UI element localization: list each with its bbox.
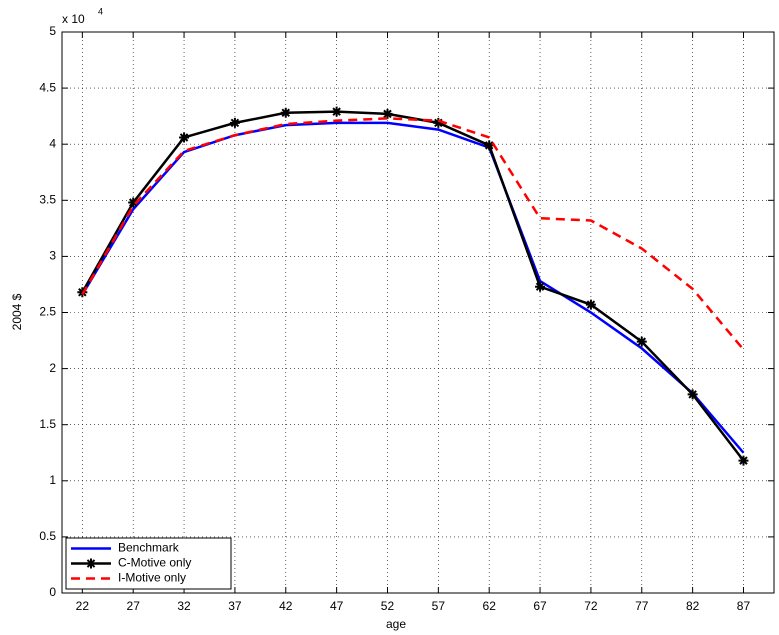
marker bbox=[433, 117, 444, 128]
legend-label: C-Motive only bbox=[118, 556, 191, 570]
x-tick-label: 37 bbox=[228, 599, 242, 613]
x-tick-label: 57 bbox=[432, 599, 446, 613]
y-tick-label: 5 bbox=[49, 24, 56, 38]
marker bbox=[179, 132, 190, 143]
x-tick-label: 62 bbox=[483, 599, 497, 613]
marker bbox=[687, 389, 698, 400]
x-tick-label: 42 bbox=[279, 599, 293, 613]
y-multiplier: x 10 bbox=[62, 12, 85, 26]
y-tick-label: 2 bbox=[49, 361, 56, 375]
y-tick-label: 3 bbox=[49, 249, 56, 263]
x-tick-label: 67 bbox=[533, 599, 547, 613]
marker bbox=[585, 299, 596, 310]
marker bbox=[535, 281, 546, 292]
legend-label: I-Motive only bbox=[118, 571, 186, 585]
y-tick-label: 4 bbox=[49, 136, 56, 150]
marker bbox=[280, 107, 291, 118]
y-axis-label: 2004 $ bbox=[10, 293, 24, 330]
axes-box bbox=[61, 31, 775, 594]
marker bbox=[636, 336, 647, 347]
x-tick-label: 87 bbox=[737, 599, 751, 613]
x-tick-label: 77 bbox=[635, 599, 649, 613]
marker bbox=[484, 140, 495, 151]
y-tick-label: 1 bbox=[49, 473, 56, 487]
marker bbox=[229, 117, 240, 128]
x-tick-label: 32 bbox=[177, 599, 191, 613]
y-tick-label: 0.5 bbox=[39, 529, 56, 543]
y-tick-label: 0 bbox=[49, 585, 56, 599]
legend-label: Benchmark bbox=[118, 541, 180, 555]
marker bbox=[128, 197, 139, 208]
y-tick-label: 4.5 bbox=[39, 80, 56, 94]
series-line bbox=[81, 117, 745, 351]
marker bbox=[331, 106, 342, 117]
x-tick-label: 72 bbox=[584, 599, 598, 613]
y-tick-label: 2.5 bbox=[39, 305, 56, 319]
x-tick-label: 22 bbox=[76, 599, 90, 613]
y-tick-label: 1.5 bbox=[39, 417, 56, 431]
x-tick-label: 47 bbox=[330, 599, 344, 613]
x-axis-label: age bbox=[386, 617, 406, 631]
legend-marker bbox=[86, 558, 96, 569]
y-multiplier-exponent: 4 bbox=[98, 6, 103, 16]
x-tick-label: 27 bbox=[127, 599, 141, 613]
x-tick-label: 82 bbox=[686, 599, 700, 613]
marker bbox=[738, 455, 749, 466]
x-tick-label: 52 bbox=[381, 599, 395, 613]
y-tick-label: 3.5 bbox=[39, 192, 56, 206]
marker bbox=[382, 108, 393, 119]
